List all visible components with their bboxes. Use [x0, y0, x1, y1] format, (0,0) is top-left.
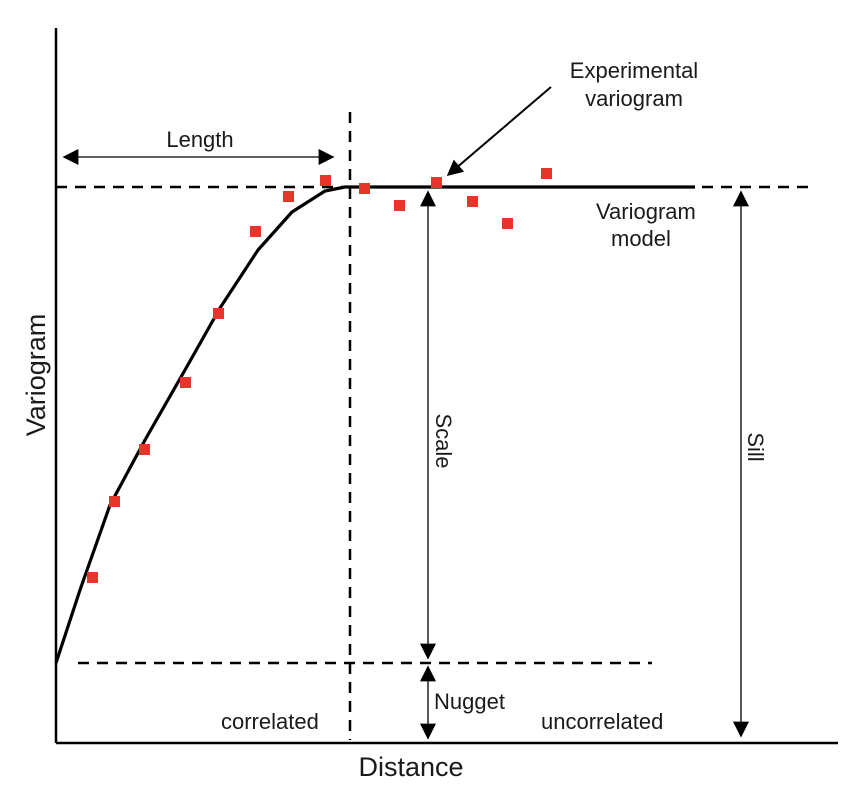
y-axis-label: Variogram	[21, 314, 51, 437]
variogram-model-curve	[54, 185, 695, 664]
data-point	[541, 168, 552, 179]
experimental-label-line2: variogram	[585, 86, 683, 111]
data-point	[359, 183, 370, 194]
uncorrelated-label: uncorrelated	[541, 709, 663, 734]
data-point	[213, 308, 224, 319]
data-point	[109, 496, 120, 507]
data-point	[431, 177, 442, 188]
length-label: Length	[166, 127, 233, 152]
data-point	[87, 572, 98, 583]
experimental-label-line1: Experimental	[570, 58, 698, 83]
scale-label: Scale	[431, 413, 456, 468]
data-point	[250, 226, 261, 237]
data-point	[320, 175, 331, 186]
sill-label: Sill	[743, 432, 768, 461]
data-point	[394, 200, 405, 211]
experimental-pointer-arrow	[446, 86, 552, 177]
nugget-label: Nugget	[434, 689, 505, 714]
data-point	[467, 196, 478, 207]
data-point	[180, 377, 191, 388]
data-point	[283, 191, 294, 202]
experimental-points	[87, 168, 552, 583]
model-label-line1: Variogram	[596, 199, 696, 224]
x-axis-label: Distance	[358, 752, 463, 782]
data-point	[502, 218, 513, 229]
correlated-label: correlated	[221, 709, 319, 734]
data-point	[139, 444, 150, 455]
model-label-line2: model	[611, 226, 671, 251]
